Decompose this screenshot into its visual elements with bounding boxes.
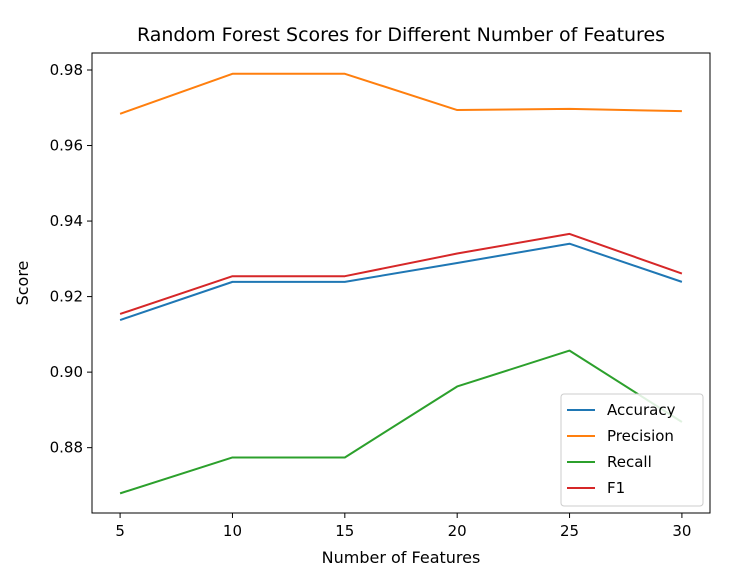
y-tick-label: 0.90 xyxy=(50,363,83,381)
y-axis-label: Score xyxy=(13,261,32,306)
y-tick-label: 0.96 xyxy=(50,137,83,155)
x-tick-label: 5 xyxy=(115,522,125,540)
x-axis-ticks: 5 10 15 20 25 30 xyxy=(115,513,691,540)
chart-title: Random Forest Scores for Different Numbe… xyxy=(137,24,665,46)
legend-label-precision: Precision xyxy=(607,427,674,445)
x-tick-label: 25 xyxy=(560,522,579,540)
x-tick-label: 30 xyxy=(672,522,691,540)
series-line-f1 xyxy=(119,232,683,315)
legend-label-f1: F1 xyxy=(607,479,625,497)
legend-box xyxy=(560,393,704,507)
y-tick-label: 0.98 xyxy=(50,61,83,79)
axes-frame xyxy=(91,52,711,514)
legend: Accuracy Precision Recall F1 xyxy=(560,393,704,507)
x-tick-label: 10 xyxy=(223,522,242,540)
y-tick-label: 0.88 xyxy=(50,439,83,457)
x-tick-label: 15 xyxy=(335,522,354,540)
y-axis-ticks: 0.88 0.90 0.92 0.94 0.96 0.98 xyxy=(50,61,92,457)
legend-label-recall: Recall xyxy=(607,453,652,471)
series-line-recall xyxy=(119,349,683,495)
x-tick-label: 20 xyxy=(448,522,467,540)
legend-label-accuracy: Accuracy xyxy=(607,401,676,419)
series-lines xyxy=(119,72,683,495)
series-line-accuracy xyxy=(119,242,683,321)
x-axis-label: Number of Features xyxy=(322,548,481,567)
y-tick-label: 0.92 xyxy=(50,288,83,306)
series-line-precision xyxy=(119,72,682,115)
y-tick-label: 0.94 xyxy=(50,212,83,230)
